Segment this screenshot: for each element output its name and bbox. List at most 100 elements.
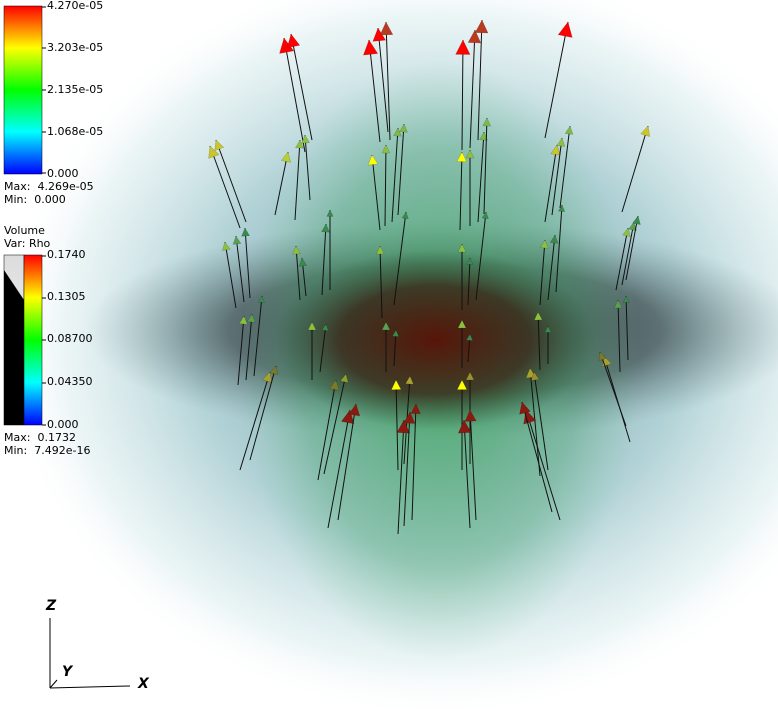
vector-glyph-head	[455, 39, 471, 55]
vector-glyph-head	[222, 241, 231, 251]
vector-glyph-head	[329, 379, 340, 391]
vector-glyph-head	[465, 333, 474, 341]
vector-glyph-shaft	[393, 211, 407, 306]
vector-glyph-shaft	[551, 137, 563, 216]
vector-legend	[3, 5, 46, 175]
vector-glyph-head	[280, 151, 292, 163]
vector-glyph-head	[457, 419, 472, 434]
vector-glyph-shaft	[529, 367, 541, 477]
vector-glyph-head	[391, 379, 402, 390]
volume-min-label: Min:	[4, 444, 28, 457]
vector-glyph-head	[298, 257, 308, 267]
volume-max: Max: 0.1732	[4, 432, 76, 444]
x-axis-label: X	[138, 676, 149, 692]
vector-glyph-shaft	[249, 365, 277, 461]
vector-glyph-shaft	[555, 204, 563, 293]
vector-glyph-shaft	[397, 123, 405, 216]
vector-glyph-shaft	[244, 227, 251, 299]
vector-glyph-head	[392, 329, 400, 337]
vector-glyph-shaft	[283, 37, 306, 153]
vector-glyph-head	[457, 243, 467, 253]
vector-tick-max: 4.270e-05	[47, 0, 104, 12]
vector-glyph-head	[457, 319, 467, 329]
vector-glyph-shaft	[599, 351, 627, 427]
vector-glyph-head	[399, 123, 408, 133]
vector-glyph-shaft	[317, 379, 337, 481]
vector-glyph-head	[410, 403, 421, 415]
vector-glyph-head	[466, 257, 474, 265]
vector-glyph-shaft	[621, 125, 649, 213]
vector-max-label: Max:	[4, 180, 31, 193]
vector-glyph-shaft	[537, 311, 541, 371]
vector-glyph-shaft	[625, 295, 629, 361]
vector-glyph-shaft	[615, 227, 629, 291]
vector-glyph-shaft	[215, 139, 247, 223]
volume-title: Volume	[4, 224, 45, 237]
vector-glyph-shaft	[397, 419, 405, 535]
vector-glyph-head	[321, 223, 330, 233]
vector-glyph-shaft	[477, 131, 485, 223]
vector-colorbar	[3, 5, 43, 175]
vector-glyph-shaft	[547, 234, 556, 301]
vector-glyph-shaft	[559, 125, 571, 209]
vector-glyph-shaft	[539, 239, 546, 306]
vector-min: Min: 0.000	[4, 194, 66, 206]
vector-glyph-shaft	[371, 154, 381, 231]
vector-glyph-head	[622, 295, 630, 303]
vector-glyph-shaft	[625, 215, 639, 281]
vector-tick-min: 0.000	[47, 167, 79, 180]
vector-glyph-shaft	[321, 223, 327, 296]
vector-glyph-shaft	[274, 151, 289, 216]
vector-tick-3: 3.203e-05	[47, 41, 104, 54]
vector-glyph-shaft	[337, 403, 357, 521]
vector-glyph-shaft	[323, 373, 347, 475]
volume-max-label: Max:	[4, 431, 31, 444]
vector-glyph-shaft	[385, 21, 391, 141]
vector-glyph-shaft	[459, 151, 463, 231]
vector-glyph-shaft	[533, 371, 549, 471]
volume-tick-3: 0.1305	[47, 290, 86, 303]
vector-glyph-shaft	[245, 313, 253, 381]
vector-glyph-head	[269, 365, 279, 376]
vector-glyph-shaft	[617, 299, 621, 373]
vector-glyph-shaft	[483, 117, 488, 215]
vector-glyph-head	[403, 411, 416, 424]
axis-triad	[49, 618, 131, 689]
vector-glyph-head	[550, 144, 561, 156]
vector-glyph-head	[533, 311, 543, 321]
vector-glyph-shaft	[368, 39, 381, 143]
vector-glyph-head	[474, 19, 489, 34]
vector-glyph-head	[367, 154, 379, 166]
vector-glyph-head	[246, 313, 256, 323]
vector-glyph-shaft	[475, 211, 487, 301]
vector-glyph-shaft	[391, 127, 399, 223]
vector-glyph-head	[481, 211, 489, 220]
vector-glyph-shaft	[253, 295, 263, 377]
volume-colorbar	[23, 254, 43, 426]
y-axis-line	[49, 679, 58, 689]
volume-tick-max: 0.1740	[47, 248, 86, 261]
vector-glyph-shaft	[290, 33, 313, 141]
vector-glyph-head	[232, 235, 242, 245]
vector-glyph-shaft	[411, 403, 417, 521]
volume-var: Var: Rho	[4, 237, 51, 250]
vector-glyph-shaft	[467, 257, 471, 306]
volume-legend	[3, 254, 46, 426]
vector-glyph-head	[241, 227, 250, 237]
volume-tick-1: 0.04350	[47, 375, 93, 388]
vector-glyph-head	[295, 139, 304, 149]
vector-glyph-head	[479, 131, 488, 141]
vector-max-value: 4.269e-05	[37, 180, 94, 193]
vector-glyph-head	[405, 375, 414, 385]
volume-tick-2: 0.08700	[47, 332, 93, 345]
vector-glyph-head	[292, 245, 302, 255]
vector-glyph-head	[214, 139, 225, 152]
vector-glyph-shaft	[461, 39, 464, 151]
vector-glyph-shaft	[209, 145, 241, 229]
vector-glyph-head	[556, 137, 566, 147]
vector-glyph-head	[530, 371, 540, 381]
vector-glyph-head	[622, 227, 631, 237]
vector-glyph-head	[375, 245, 385, 255]
vector-glyph-head	[208, 145, 220, 159]
